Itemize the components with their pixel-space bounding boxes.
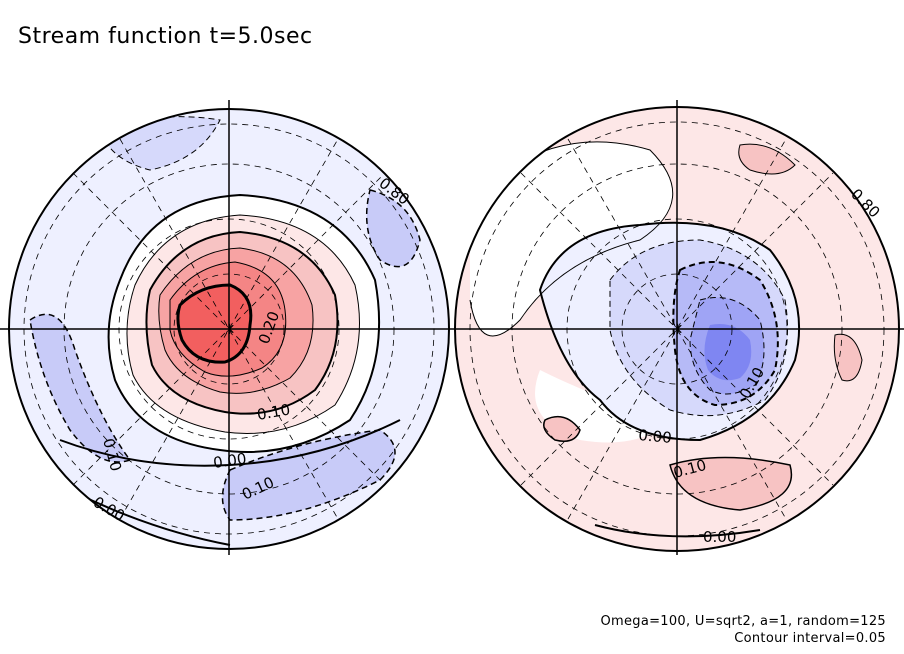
left-contour-neg-leftbottom — [29, 313, 132, 463]
right-contour-pos-left — [543, 415, 581, 442]
chart-title: Stream function t=5.0sec — [18, 24, 313, 49]
right-label-5: 0.00 — [703, 528, 736, 546]
left-graticule-diag-4 — [119, 138, 339, 520]
left-neg-blob-right — [366, 190, 420, 267]
left-frame — [0, 100, 452, 555]
left-label-4: 0.00 — [212, 449, 248, 471]
right-pos-blob-top — [738, 144, 795, 174]
right-contour-neg-1 — [609, 239, 788, 417]
right-contour-pos-right — [833, 333, 863, 382]
footer-parameters: Omega=100, U=sqrt2, a=1, random=125 — [600, 614, 886, 629]
left-contour-b — [126, 214, 360, 434]
right-pole-marker: ✳ — [672, 322, 684, 338]
left-labels: 0.80 0.20 0.10 0.00 0.10 0.10 0.00 — [90, 174, 413, 525]
left-contour-c — [145, 230, 339, 415]
left-contour-d — [158, 247, 314, 394]
right-labels: 0.80 0.10 0.00 0.10 0.00 — [638, 185, 884, 546]
right-frame — [452, 100, 904, 555]
right-contour-pos-bottom — [669, 456, 793, 511]
right-label-3: 0.00 — [638, 426, 673, 447]
left-contour-f — [176, 283, 253, 364]
left-graticule-diag-3 — [119, 138, 339, 520]
left-label-3: 0.10 — [256, 400, 292, 424]
left-neg-blob-bottom — [222, 430, 395, 520]
footer-contour-interval: Contour interval=0.05 — [734, 631, 886, 646]
right-graticule-diag-3 — [567, 138, 787, 520]
left-pos-level-6 — [177, 285, 251, 363]
right-contour-neg-3 — [689, 297, 765, 395]
left-pole-marker: ✳ — [224, 322, 236, 338]
left-contour-neg-right — [365, 189, 421, 268]
right-white-region — [470, 141, 673, 336]
right-contour-zero — [538, 221, 801, 442]
right-contour-zero-bottom — [594, 524, 761, 538]
right-contour-neg-2 — [672, 261, 779, 407]
left-contour-a — [107, 193, 381, 453]
left-neg-blob-leftbottom — [30, 314, 130, 462]
right-graticule-diag-4 — [567, 138, 787, 520]
right-contour-pos-top — [738, 143, 796, 175]
right-neg-level-5 — [704, 324, 752, 381]
